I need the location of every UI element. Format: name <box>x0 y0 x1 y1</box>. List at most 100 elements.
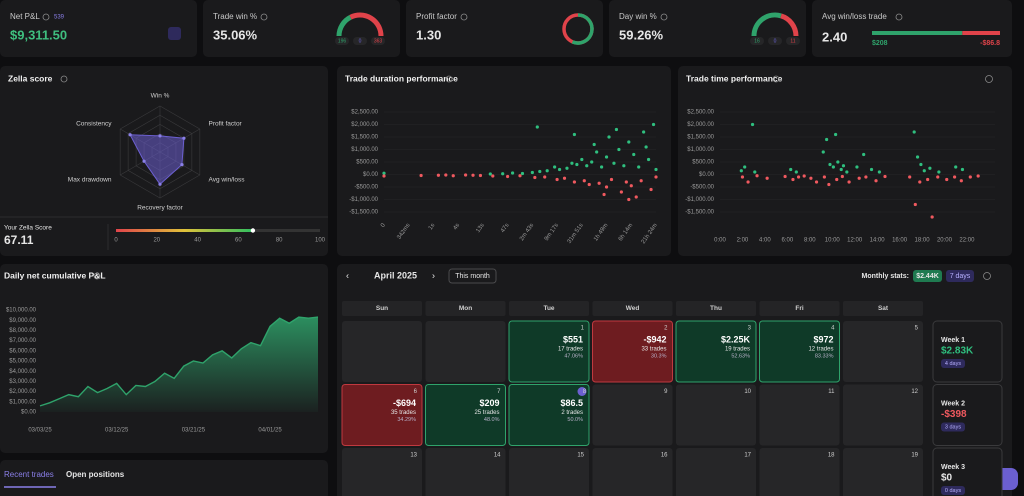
scatter-point <box>827 182 831 187</box>
info-icon[interactable] <box>772 75 780 83</box>
day-cell <box>509 448 589 496</box>
settings-icon[interactable] <box>985 75 993 83</box>
info-icon[interactable] <box>895 13 903 21</box>
scatter-point <box>562 176 567 180</box>
x-tick-label: 2:00 <box>737 238 749 244</box>
y-tick-label: $1,500.00 <box>687 135 714 141</box>
scatter-point <box>809 176 813 180</box>
day-trades: 19 trades <box>725 347 750 353</box>
scatter-point <box>572 132 577 137</box>
x-tick-label: 03/03/25 <box>28 428 52 434</box>
day-number: 14 <box>494 453 501 459</box>
y-tick-label: -$500.00 <box>690 185 714 191</box>
count-label: 11 <box>790 38 795 44</box>
this-month-button[interactable] <box>448 268 497 284</box>
info-icon[interactable] <box>260 13 268 21</box>
next-month[interactable]: › <box>432 270 435 280</box>
week-pnl: $2.83K <box>941 346 974 357</box>
day-number: 10 <box>744 389 751 395</box>
panel-title: Trade time performance <box>686 73 783 83</box>
prev-month[interactable]: ‹ <box>346 270 349 280</box>
y-tick-label: $9,000.00 <box>9 318 36 324</box>
weekday-label: Mon <box>459 305 472 312</box>
scatter-point <box>740 175 745 179</box>
day-cell <box>592 320 673 383</box>
scatter-point <box>595 150 599 154</box>
day-pnl: $551 <box>563 334 583 344</box>
card-label: Day win % <box>619 12 657 21</box>
scatter-point <box>845 170 849 174</box>
week-days: 3 days <box>945 424 961 430</box>
day-number: 9 <box>664 389 668 395</box>
scale-tick: 0 <box>114 238 118 244</box>
ring-segment <box>571 13 594 45</box>
y-tick-label: $2,000.00 <box>9 389 36 395</box>
scatter-point <box>802 174 806 178</box>
panel-title: Daily net cumulative P&L <box>4 270 106 280</box>
scatter-point <box>575 162 579 167</box>
scatter-point <box>518 174 522 178</box>
scatter-point <box>545 169 549 173</box>
x-tick-label: 03/21/25 <box>182 428 206 434</box>
tab[interactable]: Open positions <box>66 470 125 479</box>
y-tick-label: $1,500.00 <box>351 135 378 141</box>
day-number: 16 <box>661 453 668 459</box>
day-cell <box>592 384 673 446</box>
x-tick-label: 1s <box>428 223 437 232</box>
info-icon[interactable] <box>60 75 68 83</box>
scatter-point <box>609 177 614 182</box>
scatter-point <box>869 167 874 172</box>
scatter-point <box>918 180 922 184</box>
weekday-header <box>676 301 756 316</box>
days-pill <box>941 422 965 432</box>
radar-point <box>128 133 132 137</box>
y-tick-label: -$1,500.00 <box>685 210 714 216</box>
info-icon[interactable] <box>445 75 453 83</box>
scatter-point <box>580 157 584 162</box>
days-pill <box>941 486 965 495</box>
day-trades: 35 trades <box>391 410 416 416</box>
radar-point <box>158 182 162 186</box>
day-cell <box>759 384 840 446</box>
weekday-header <box>759 301 840 316</box>
scatter-point <box>582 179 586 183</box>
scatter-point <box>543 175 547 179</box>
day-win: 47.06% <box>564 353 583 359</box>
x-tick-label: 6:00 <box>782 238 794 244</box>
info-icon[interactable] <box>93 272 101 280</box>
y-tick-label: $2,000.00 <box>351 122 378 128</box>
radar-point <box>180 163 184 167</box>
x-tick-label: 18:00 <box>915 238 931 244</box>
day-number: 18 <box>828 453 835 459</box>
info-icon[interactable] <box>42 13 50 21</box>
scatter-point <box>464 173 468 177</box>
day-cell <box>425 448 506 496</box>
scatter-point <box>444 173 448 177</box>
scatter-point <box>783 174 787 179</box>
x-tick-label: 13s <box>475 223 485 234</box>
x-tick-label: 03/12/25 <box>105 428 129 434</box>
area-fill <box>40 317 318 412</box>
day-pnl: $972 <box>813 334 833 344</box>
scatter-point <box>488 172 492 176</box>
info-icon[interactable] <box>660 13 668 21</box>
weekday-label: Thu <box>710 305 722 312</box>
day-number: 6 <box>414 389 418 395</box>
scatter-point <box>382 171 386 175</box>
day-cell <box>425 384 506 446</box>
gauge-segment <box>349 12 384 37</box>
y-tick-label: $8,000.00 <box>9 328 36 334</box>
scatter-point <box>478 173 483 178</box>
tab[interactable]: Recent trades <box>4 470 54 479</box>
scatter-point <box>572 180 577 184</box>
panel <box>337 66 671 256</box>
count-label: 196 <box>338 38 347 44</box>
settings-icon[interactable] <box>983 272 991 280</box>
day-number: 11 <box>828 389 835 395</box>
scatter-point <box>825 137 829 142</box>
x-tick-label: 4:00 <box>759 238 771 244</box>
score-bar <box>116 229 253 232</box>
x-tick-label: 14:00 <box>870 238 886 244</box>
scatter-point <box>877 170 881 174</box>
info-icon[interactable] <box>460 13 468 21</box>
